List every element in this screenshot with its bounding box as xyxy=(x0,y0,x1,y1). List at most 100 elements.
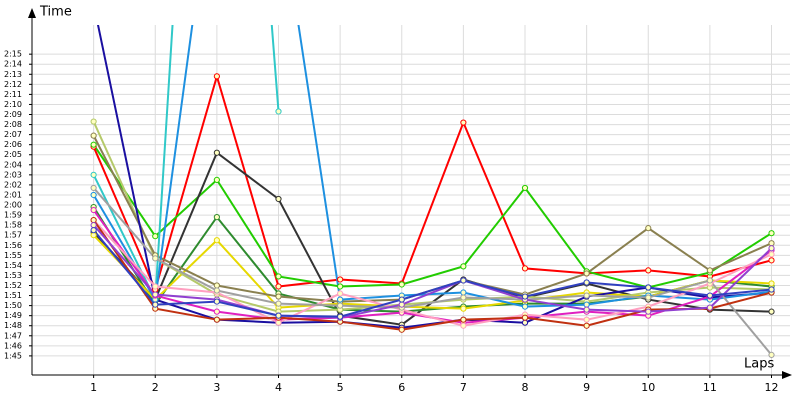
x-axis-label: Laps xyxy=(744,357,774,372)
data-point xyxy=(152,301,159,308)
y-tick-label: 2:03 xyxy=(4,170,22,179)
data-point xyxy=(275,293,282,300)
data-point xyxy=(645,267,652,274)
y-tick-label: 1:51 xyxy=(4,291,22,300)
data-point xyxy=(521,184,529,192)
data-point xyxy=(90,191,97,199)
data-point xyxy=(213,287,220,294)
data-point xyxy=(768,251,775,258)
data-point xyxy=(521,314,529,321)
data-point xyxy=(768,257,775,264)
y-arrow xyxy=(28,8,36,18)
data-point xyxy=(152,283,159,290)
data-point xyxy=(275,108,282,115)
y-tick-label: 2:05 xyxy=(4,150,22,159)
data-point xyxy=(213,213,220,221)
data-point xyxy=(768,240,775,247)
data-point xyxy=(460,316,467,323)
data-point xyxy=(152,255,159,262)
y-tick-label: 1:59 xyxy=(4,211,22,220)
y-tick-label: 2:01 xyxy=(4,190,22,199)
data-point xyxy=(337,276,344,283)
data-point xyxy=(521,293,529,300)
data-point xyxy=(460,277,467,284)
data-point xyxy=(583,292,590,299)
data-point xyxy=(398,326,405,333)
y-tick-label: 1:49 xyxy=(4,311,22,320)
y-tick-label: 1:56 xyxy=(4,241,22,250)
series-line xyxy=(92,187,773,356)
data-point xyxy=(90,227,97,234)
data-point xyxy=(460,263,467,270)
x-tick-label: 9 xyxy=(583,381,590,394)
data-point xyxy=(706,267,713,274)
data-point xyxy=(460,289,467,296)
y-tick-label: 1:53 xyxy=(4,271,22,280)
data-point xyxy=(275,195,282,203)
data-point xyxy=(398,301,405,308)
series-line xyxy=(92,25,772,308)
data-point xyxy=(90,118,97,125)
data-point xyxy=(583,316,590,323)
data-point xyxy=(645,284,652,291)
data-point xyxy=(213,298,220,305)
y-tick-label: 2:15 xyxy=(4,50,22,59)
data-point xyxy=(583,322,590,329)
data-point xyxy=(583,279,590,286)
series-line xyxy=(92,219,772,327)
data-point xyxy=(275,300,282,307)
data-point xyxy=(213,316,220,323)
data-point xyxy=(337,290,344,297)
series-line xyxy=(92,144,773,289)
y-tick-label: 2:07 xyxy=(4,130,22,139)
x-tick-label: 11 xyxy=(703,381,717,394)
data-point xyxy=(645,308,652,315)
series-line xyxy=(92,219,772,331)
data-point xyxy=(768,280,775,287)
y-tick-label: 1:46 xyxy=(4,341,22,350)
data-point xyxy=(337,283,344,290)
series-line xyxy=(92,229,772,318)
data-point xyxy=(213,282,220,289)
y-tick-label: 2:12 xyxy=(4,80,22,89)
series-line xyxy=(92,25,280,304)
series-line xyxy=(92,135,772,303)
x-tick-label: 2 xyxy=(152,381,159,394)
x-tick-label: 4 xyxy=(275,381,282,394)
data-point xyxy=(337,296,344,303)
data-point xyxy=(213,308,220,315)
data-point xyxy=(460,294,467,301)
y-tick-label: 1:57 xyxy=(4,231,22,240)
y-tick-label: 2:02 xyxy=(4,180,22,189)
y-tick-label: 2:13 xyxy=(4,70,22,79)
data-point xyxy=(213,237,220,244)
data-point xyxy=(583,306,590,313)
data-point xyxy=(275,283,282,290)
series-line xyxy=(92,72,772,293)
data-point xyxy=(398,296,405,303)
data-point xyxy=(768,230,775,237)
data-point xyxy=(460,119,467,126)
x-tick-label: 8 xyxy=(522,381,529,394)
y-tick-label: 1:55 xyxy=(4,251,22,260)
y-tick-label: 1:45 xyxy=(4,351,22,360)
data-point xyxy=(521,265,529,272)
data-point xyxy=(645,225,652,232)
data-point xyxy=(152,233,159,240)
data-point xyxy=(213,176,220,183)
y-tick-label: 2:14 xyxy=(4,60,22,69)
data-point xyxy=(90,206,97,214)
data-point xyxy=(583,301,590,308)
y-tick-label: 1:54 xyxy=(4,261,22,270)
data-point xyxy=(275,273,282,280)
data-point xyxy=(152,291,159,298)
x-tick-label: 10 xyxy=(641,381,655,394)
data-point xyxy=(460,305,467,312)
data-point xyxy=(645,294,652,301)
data-point xyxy=(460,322,467,329)
y-tick-label: 1:50 xyxy=(4,301,22,310)
data-point xyxy=(768,308,775,315)
data-point xyxy=(583,270,590,277)
data-point xyxy=(521,303,529,310)
